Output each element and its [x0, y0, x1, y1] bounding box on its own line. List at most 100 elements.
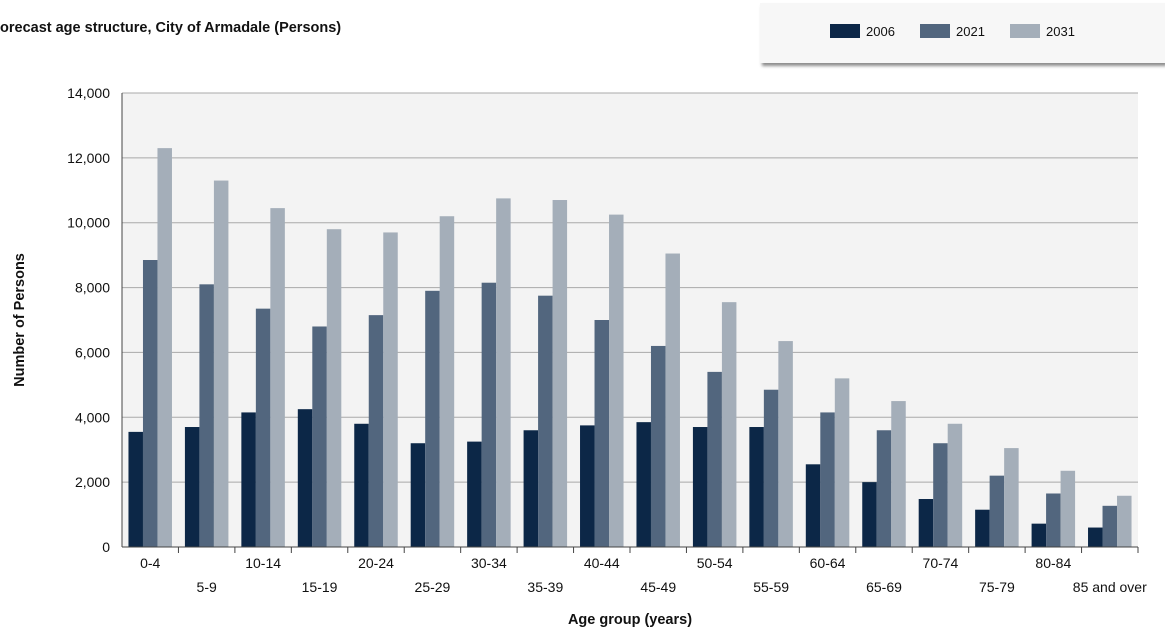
x-tick-label: 40-44	[584, 555, 620, 571]
bar-2031-5-9[interactable]	[213, 180, 229, 548]
bar-2021-55-59[interactable]	[763, 389, 779, 547]
bar-2021-70-74[interactable]	[933, 443, 948, 547]
bar-2031-10-14[interactable]	[270, 208, 285, 547]
x-tick-label: 15-19	[302, 579, 338, 595]
bar-2021-40-44[interactable]	[594, 320, 610, 547]
x-tick-label: 75-79	[979, 579, 1015, 595]
bar-2031-40-44[interactable]	[609, 214, 624, 547]
bar-2021-60-64[interactable]	[820, 412, 835, 547]
bar-2006-70-74[interactable]	[918, 499, 934, 547]
x-tick-label: 20-24	[358, 555, 394, 571]
bar-2021-75-79[interactable]	[989, 475, 1005, 547]
bar-2021-45-49[interactable]	[650, 345, 666, 547]
x-tick-label: 50-54	[697, 555, 733, 571]
bar-2031-85-and-over[interactable]	[1117, 495, 1132, 547]
x-tick-label: 25-29	[415, 579, 451, 595]
bar-2006-80-84[interactable]	[1031, 523, 1047, 547]
plot-area	[122, 93, 1138, 547]
bar-2021-65-69[interactable]	[876, 430, 892, 547]
x-tick-label: 85 and over	[1073, 579, 1147, 595]
x-tick-label: 0-4	[140, 555, 160, 571]
bar-2021-5-9[interactable]	[199, 284, 214, 547]
bar-2006-35-39[interactable]	[523, 430, 539, 547]
bar-2006-55-59[interactable]	[749, 427, 764, 547]
legend-item-2031[interactable]: 2031	[1010, 22, 1075, 40]
bar-2021-0-4[interactable]	[142, 260, 158, 547]
bar-2021-25-29[interactable]	[425, 290, 440, 547]
x-tick-label: 80-84	[1035, 555, 1071, 571]
bar-2031-50-54[interactable]	[721, 302, 737, 547]
bar-2006-5-9[interactable]	[184, 427, 200, 547]
bar-2006-15-19[interactable]	[297, 409, 313, 547]
x-tick-label: 60-64	[810, 555, 846, 571]
y-tick-label: 6,000	[75, 344, 110, 360]
bar-2031-75-79[interactable]	[1004, 448, 1019, 547]
legend-swatch-2021	[920, 24, 950, 38]
legend-label-2031: 2031	[1046, 23, 1075, 39]
bar-2031-55-59[interactable]	[778, 341, 793, 547]
x-tick-label: 30-34	[471, 555, 507, 571]
chart-legend: 2006 2021 2031	[760, 3, 1165, 63]
bar-2021-35-39[interactable]	[538, 295, 553, 547]
bar-2031-80-84[interactable]	[1060, 470, 1076, 547]
y-tick-label: 8,000	[75, 280, 110, 296]
y-tick-label: 10,000	[67, 215, 110, 231]
bar-2021-10-14[interactable]	[255, 308, 271, 547]
y-axis-title: Number of Persons	[12, 253, 28, 387]
bar-2006-30-34[interactable]	[467, 441, 482, 547]
y-tick-labels: 0 2,000 4,000 6,000 8,000 10,000 12,000 14,000	[67, 85, 110, 555]
bar-2031-45-49[interactable]	[665, 253, 680, 547]
bars	[128, 148, 1132, 548]
bar-2031-60-64[interactable]	[834, 378, 850, 547]
legend-swatch-2006	[830, 24, 860, 38]
bar-2031-25-29[interactable]	[439, 216, 455, 547]
y-tick-label: 12,000	[67, 150, 110, 166]
bar-2031-0-4[interactable]	[157, 148, 172, 547]
legend-item-2021[interactable]: 2021	[920, 22, 985, 40]
bar-2006-10-14[interactable]	[241, 412, 256, 547]
bar-2021-15-19[interactable]	[312, 326, 327, 547]
x-tick-label: 65-69	[866, 579, 902, 595]
legend-label-2021: 2021	[956, 23, 985, 39]
bar-2031-65-69[interactable]	[891, 401, 906, 547]
bar-2006-20-24[interactable]	[354, 423, 369, 547]
y-tick-label: 4,000	[75, 409, 110, 425]
bar-2006-50-54[interactable]	[692, 427, 708, 547]
bar-2006-65-69[interactable]	[862, 482, 877, 547]
bar-2006-85-and-over[interactable]	[1088, 527, 1103, 547]
x-tick-label: 35-39	[527, 579, 563, 595]
x-tick-label: 10-14	[245, 555, 281, 571]
x-axis-title: Age group (years)	[568, 612, 692, 628]
gridlines	[122, 92, 1138, 483]
y-tick-label: 2,000	[75, 474, 110, 490]
bar-2006-25-29[interactable]	[410, 443, 426, 547]
y-tick-label: 0	[102, 539, 110, 555]
bar-2031-70-74[interactable]	[947, 423, 963, 547]
chart-title: orecast age structure, City of Armadale …	[0, 20, 342, 36]
legend-swatch-2031	[1010, 24, 1040, 38]
bar-2006-0-4[interactable]	[128, 431, 143, 547]
bar-2021-50-54[interactable]	[707, 371, 722, 547]
bar-2006-60-64[interactable]	[805, 464, 821, 547]
bar-2006-45-49[interactable]	[636, 422, 651, 547]
x-tick-label: 55-59	[753, 579, 789, 595]
bar-2031-20-24[interactable]	[383, 232, 398, 547]
bar-2031-30-34[interactable]	[496, 198, 511, 547]
bar-2021-85-and-over[interactable]	[1102, 505, 1118, 547]
bar-2006-40-44[interactable]	[580, 425, 595, 547]
x-tick-label: 70-74	[923, 555, 959, 571]
bar-2021-80-84[interactable]	[1046, 493, 1061, 547]
bar-2006-75-79[interactable]	[975, 509, 990, 547]
bar-2031-35-39[interactable]	[552, 200, 568, 547]
bar-2031-15-19[interactable]	[326, 229, 342, 547]
x-tick-label: 5-9	[197, 579, 217, 595]
axes	[121, 93, 1139, 553]
legend-item-2006[interactable]: 2006	[830, 22, 895, 40]
legend-label-2006: 2006	[866, 23, 895, 39]
bar-2021-30-34[interactable]	[481, 282, 497, 547]
y-tick-label: 14,000	[67, 85, 110, 101]
bar-2021-20-24[interactable]	[368, 315, 384, 547]
x-tick-label: 45-49	[640, 579, 676, 595]
x-tick-labels: 0-4 5-9 10-14 15-19 20-24 25-29 30-34 35-39 40-4…	[140, 555, 1147, 595]
